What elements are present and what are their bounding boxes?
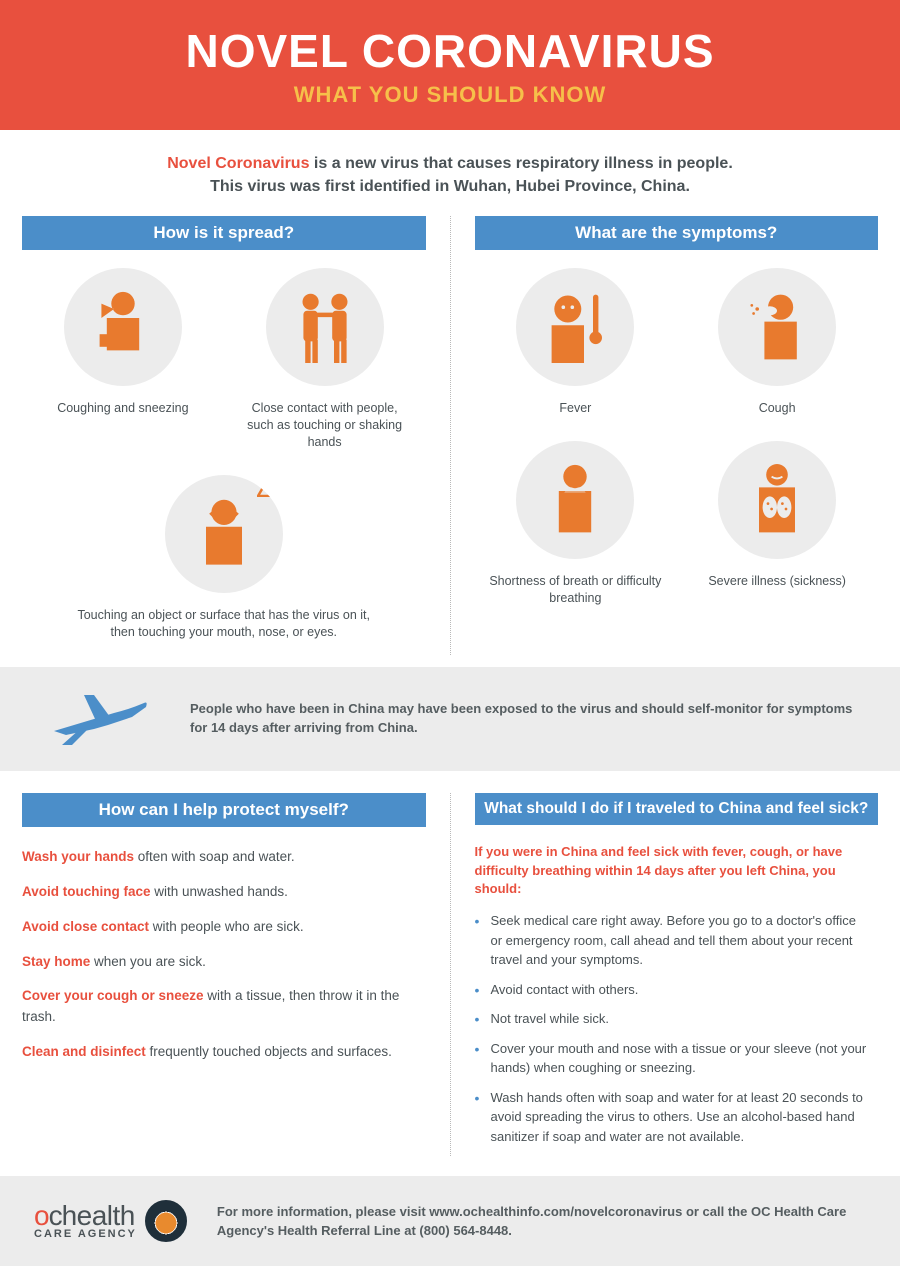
footer-band: ochealth CARE AGENCY For more informatio…	[0, 1176, 900, 1266]
shortness-breath-icon	[516, 441, 634, 559]
spread-item: Touching an object or surface that has t…	[62, 475, 385, 641]
touching-surface-icon	[165, 475, 283, 593]
spread-item-label: Touching an object or surface that has t…	[62, 607, 385, 641]
traveled-intro: If you were in China and feel sick with …	[475, 843, 879, 900]
spread-item: Close contact with people, such as touch…	[232, 268, 418, 451]
page-title: NOVEL CORONAVIRUS	[0, 24, 900, 78]
travel-note-text: People who have been in China may have b…	[190, 700, 856, 738]
symptom-item: Severe illness (sickness)	[684, 441, 870, 607]
warning-icon	[257, 475, 283, 497]
fever-icon	[516, 268, 634, 386]
symptom-item-label: Shortness of breath or difficulty breath…	[483, 573, 669, 607]
traveled-bullets: Seek medical care right away. Before you…	[475, 911, 879, 1146]
traveled-bullet: Wash hands often with soap and water for…	[475, 1088, 869, 1147]
symptoms-heading: What are the symptoms?	[475, 216, 879, 250]
close-contact-icon	[266, 268, 384, 386]
traveled-sick-column: What should I do if I traveled to China …	[450, 793, 879, 1157]
symptom-item: Fever	[483, 268, 669, 417]
spread-item-label: Close contact with people, such as touch…	[232, 400, 418, 451]
header-band: NOVEL CORONAVIRUS WHAT YOU SHOULD KNOW	[0, 0, 900, 130]
intro-text: Novel Coronavirus is a new virus that ca…	[22, 130, 878, 216]
page-subtitle: WHAT YOU SHOULD KNOW	[0, 82, 900, 108]
traveled-heading: What should I do if I traveled to China …	[475, 793, 879, 825]
airplane-icon	[44, 689, 154, 749]
severe-illness-icon	[718, 441, 836, 559]
symptom-item-label: Severe illness (sickness)	[684, 573, 870, 590]
cough-icon	[718, 268, 836, 386]
intro-accent: Novel Coronavirus	[167, 155, 309, 172]
spread-column: How is it spread? Coughing and sneezing …	[22, 216, 426, 654]
protect-list: Wash your hands often with soap and wate…	[22, 845, 426, 1063]
coughing-sneezing-icon	[64, 268, 182, 386]
traveled-bullet: Not travel while sick.	[475, 1009, 869, 1029]
symptom-item-label: Fever	[483, 400, 669, 417]
traveled-bullet: Cover your mouth and nose with a tissue …	[475, 1039, 869, 1078]
symptoms-column: What are the symptoms? Fever Cough	[450, 216, 879, 654]
symptom-item: Shortness of breath or difficulty breath…	[483, 441, 669, 607]
spread-item-label: Coughing and sneezing	[30, 400, 216, 417]
footer-text: For more information, please visit www.o…	[217, 1202, 866, 1241]
protect-column: How can I help protect myself? Wash your…	[22, 793, 426, 1157]
traveled-bullet: Avoid contact with others.	[475, 980, 869, 1000]
symptom-item: Cough	[684, 268, 870, 417]
symptom-item-label: Cough	[684, 400, 870, 417]
protect-heading: How can I help protect myself?	[22, 793, 426, 827]
oc-health-logo: ochealth CARE AGENCY	[34, 1200, 187, 1242]
spread-heading: How is it spread?	[22, 216, 426, 250]
traveled-bullet: Seek medical care right away. Before you…	[475, 911, 869, 970]
county-seal-icon	[145, 1200, 187, 1242]
spread-item: Coughing and sneezing	[30, 268, 216, 451]
travel-band: People who have been in China may have b…	[0, 667, 900, 771]
